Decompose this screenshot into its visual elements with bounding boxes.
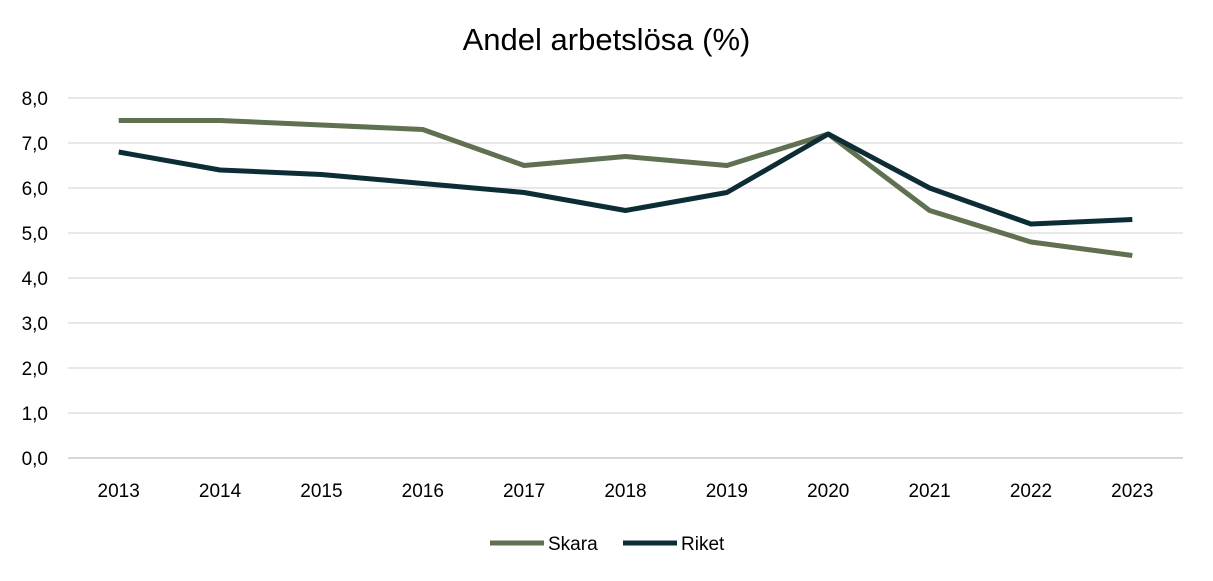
legend-label-riket: Riket xyxy=(681,534,725,555)
x-tick-label: 2020 xyxy=(807,481,849,502)
x-tick-label: 2016 xyxy=(402,481,444,502)
x-tick-label: 2022 xyxy=(1010,481,1052,502)
y-tick-label: 4,0 xyxy=(22,269,48,290)
y-tick-label: 8,0 xyxy=(22,89,48,110)
y-tick-label: 2,0 xyxy=(22,359,48,380)
x-tick-label: 2017 xyxy=(503,481,545,502)
x-tick-label: 2019 xyxy=(706,481,748,502)
y-tick-label: 7,0 xyxy=(22,134,48,155)
x-tick-label: 2023 xyxy=(1111,481,1153,502)
chart-title: Andel arbetslösa (%) xyxy=(462,22,751,57)
y-tick-label: 0,0 xyxy=(22,449,48,470)
legend-label-skara: Skara xyxy=(548,534,598,555)
x-tick-label: 2015 xyxy=(300,481,342,502)
y-tick-label: 6,0 xyxy=(22,179,48,200)
x-tick-label: 2013 xyxy=(98,481,140,502)
x-tick-label: 2018 xyxy=(604,481,646,502)
x-tick-label: 2021 xyxy=(908,481,950,502)
x-tick-label: 2014 xyxy=(199,481,242,502)
y-tick-label: 1,0 xyxy=(22,404,48,425)
y-tick-label: 3,0 xyxy=(22,314,48,335)
y-tick-label: 5,0 xyxy=(22,224,48,245)
